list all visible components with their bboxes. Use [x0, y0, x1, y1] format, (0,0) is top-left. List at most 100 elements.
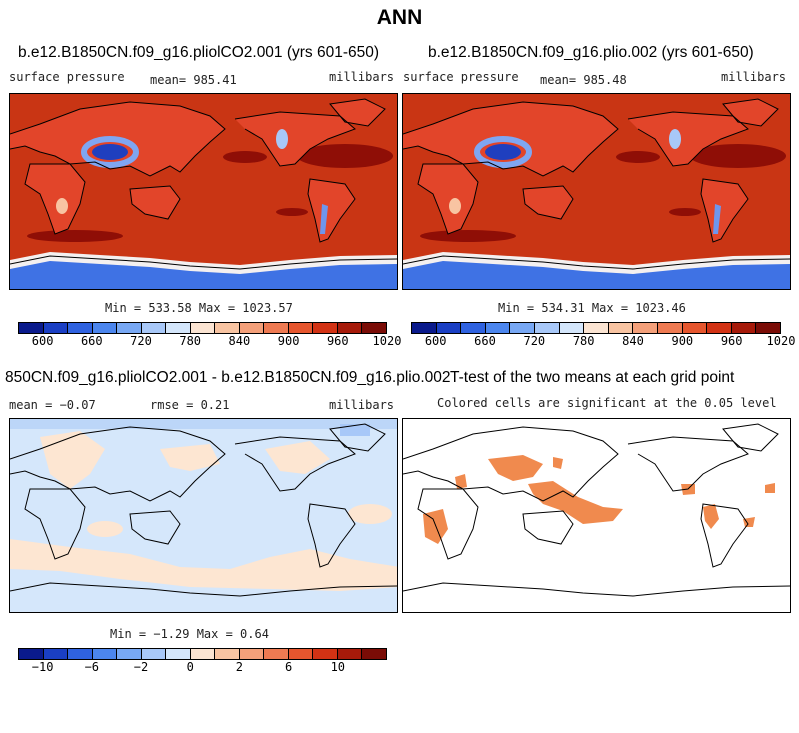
east-african-highlands: [56, 198, 68, 214]
positive-diff-indian-ocean: [87, 521, 123, 537]
plateau-margin: [474, 136, 532, 168]
colorbar-swatch: [313, 323, 338, 333]
sig-region-north-atlantic: [765, 483, 775, 493]
south-indian-high: [27, 230, 123, 242]
colorbar-swatch: [485, 323, 511, 333]
colorbar-swatch: [141, 323, 167, 333]
colorbar-swatch: [337, 323, 363, 333]
colorbar-swatch: [190, 323, 216, 333]
colorbar-swatch: [657, 323, 683, 333]
panel2-map-svg: [403, 94, 790, 289]
positive-diff-southern-ocean: [10, 539, 397, 591]
colorbar-tick-label: 780: [572, 334, 595, 348]
colorbar-swatch: [215, 649, 240, 659]
colorbar-swatch: [362, 649, 386, 659]
australia: [523, 186, 573, 219]
panel4-map: [402, 418, 791, 613]
coastlines: [403, 423, 790, 597]
panel2-title: b.e12.B1850CN.f09_g16.plio.002 (yrs 601-…: [428, 44, 754, 61]
north-pacific-high: [616, 151, 660, 163]
colorbar-tick-label: 600: [31, 334, 54, 348]
antarctic-margin: [403, 252, 790, 274]
colorbar-swatch: [412, 323, 437, 333]
positive-diff-south-atlantic: [348, 504, 392, 524]
colorbar-swatch: [313, 649, 338, 659]
south-pacific-high: [276, 208, 308, 216]
south-america: [701, 179, 748, 242]
colorbar-swatch: [43, 323, 69, 333]
south-indian-high: [420, 230, 516, 242]
panel1-units: millibars: [329, 70, 395, 84]
colorbar-swatch: [510, 323, 535, 333]
africa: [25, 164, 85, 234]
sig-region-south-america-north: [703, 504, 719, 529]
tibetan-plateau: [92, 144, 128, 160]
colorbar-tick-label: 1020: [372, 334, 402, 348]
panel3-mean: mean = −0.07: [9, 398, 96, 412]
positive-diff-north-america: [265, 441, 330, 474]
australia: [130, 186, 180, 219]
colorbar-tick-label: 6: [284, 660, 293, 674]
colorbar-swatch: [608, 323, 634, 333]
panel4-title: T-test of the two means at each grid poi…: [450, 369, 735, 386]
colorbar-tick-label: 0: [186, 660, 194, 674]
coastlines: [10, 98, 397, 270]
panel2-colorbar-labels: 600 660 720 780 840 900 960 1020: [411, 334, 796, 350]
andes: [713, 204, 721, 234]
colorbar-swatch: [141, 649, 167, 659]
north-atlantic-high: [690, 144, 786, 168]
colorbar-swatch: [682, 323, 708, 333]
panel2-map: [402, 93, 791, 290]
colorbar-swatch: [166, 649, 191, 659]
panel3-title: 850CN.f09_g16.pliolCO2.001 - b.e12.B1850…: [5, 369, 451, 386]
sig-region-central-asia: [488, 455, 543, 481]
north-america: [628, 112, 748, 166]
panel3-units: millibars: [329, 398, 395, 412]
colorbar-swatch: [534, 323, 560, 333]
colorbar-swatch: [166, 323, 191, 333]
panel2-colorbar: [411, 322, 781, 334]
arctic-negative-band: [10, 419, 397, 429]
colorbar-tick-label: 900: [277, 334, 300, 348]
panel3-minmax: Min = −1.29 Max = 0.64: [110, 627, 269, 641]
panel3-rmse: rmse = 0.21: [150, 398, 230, 412]
colorbar-tick-label: 600: [424, 334, 447, 348]
panel3-map: [9, 418, 398, 613]
panel1-map-svg: [10, 94, 397, 289]
colorbar-tick-label: 960: [720, 334, 743, 348]
colorbar-swatch: [559, 323, 585, 333]
sig-region-south-atlantic: [743, 517, 755, 527]
panel3-colorbar-labels: −10 −6 −2 0 2 6 10: [18, 660, 387, 676]
colorbar-tick-label: 2: [235, 660, 244, 674]
panel1-mean: mean= 985.41: [150, 73, 237, 87]
panel1-colorbar: [18, 322, 387, 334]
colorbar-tick-label: 960: [326, 334, 349, 348]
colorbar-swatch: [264, 649, 289, 659]
colorbar-tick-label: 720: [523, 334, 546, 348]
panel4-subtitle: Colored cells are significant at the 0.0…: [437, 396, 777, 410]
positive-diff-asia: [160, 444, 220, 471]
south-pacific-high: [669, 208, 701, 216]
colorbar-swatch: [215, 323, 240, 333]
positive-diff-eurasia: [40, 431, 105, 489]
colorbar-swatch: [19, 323, 44, 333]
colorbar-swatch: [68, 649, 93, 659]
north-pacific-high: [223, 151, 267, 163]
panel1-minmax: Min = 533.58 Max = 1023.57: [105, 301, 293, 315]
africa: [418, 164, 478, 234]
colorbar-swatch: [633, 323, 658, 333]
colorbar-swatch: [362, 323, 386, 333]
colorbar-swatch: [19, 649, 44, 659]
colorbar-swatch: [117, 323, 142, 333]
colorbar-swatch: [239, 323, 265, 333]
panel1-map: [9, 93, 398, 290]
colorbar-tick-label: 780: [179, 334, 202, 348]
colorbar-tick-label: 660: [80, 334, 103, 348]
colorbar-swatch: [264, 323, 289, 333]
colorbar-swatch: [288, 323, 314, 333]
panel2-minmax: Min = 534.31 Max = 1023.46: [498, 301, 686, 315]
tibetan-plateau: [485, 144, 521, 160]
antarctic-margin: [10, 252, 397, 274]
plateau-margin: [81, 136, 139, 168]
colorbar-swatch: [288, 649, 314, 659]
